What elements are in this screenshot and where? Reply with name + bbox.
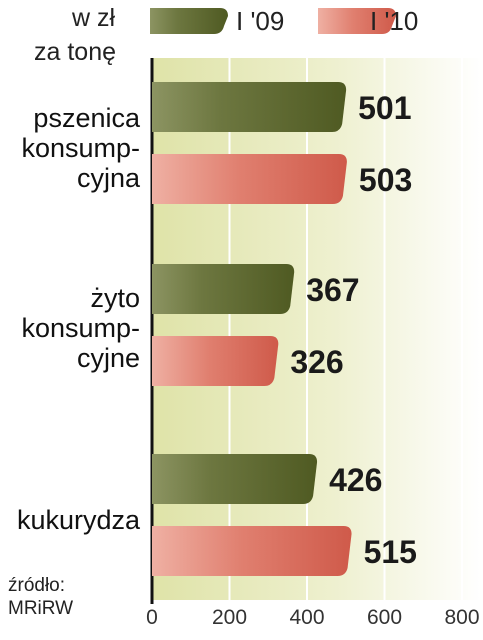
bar-2009 <box>152 82 347 132</box>
category-label-line: pszenica <box>33 103 140 133</box>
category-label: kukurydza <box>17 505 140 535</box>
source-note: źródło: MRiRW <box>8 574 73 620</box>
x-tick-label: 0 <box>146 606 158 629</box>
x-tick-label: 400 <box>289 606 325 629</box>
category-label: żyto konsump-cyjne <box>21 283 140 373</box>
category-label-line: konsump- <box>21 313 140 343</box>
data-label: 326 <box>290 344 343 380</box>
data-label: 501 <box>358 90 411 126</box>
legend-swatch-2009 <box>150 8 228 34</box>
x-tick-label: 600 <box>366 606 403 629</box>
data-label: 503 <box>359 162 412 198</box>
plot-background <box>152 58 482 600</box>
x-tick-label: 200 <box>211 606 248 629</box>
bar-2010 <box>152 526 352 576</box>
unit-label-line1: w zł <box>72 4 116 32</box>
category-label-line: konsump- <box>21 133 140 163</box>
legend-swatch-2010 <box>318 8 396 34</box>
category-label-line: żyto <box>90 283 140 313</box>
category-label-line: cyjne <box>76 343 140 373</box>
bar-2009 <box>152 454 318 504</box>
x-tick-label: 800 <box>444 606 480 629</box>
bar-2010 <box>152 154 347 204</box>
category-label: pszenica konsump-cyjna <box>21 103 140 193</box>
source-line2: MRiRW <box>8 598 74 619</box>
data-label: 426 <box>329 462 382 498</box>
legend-label: I '09 <box>236 6 285 36</box>
unit-label-line2: za tonę <box>34 38 117 66</box>
legend-label: I '10 <box>370 6 419 36</box>
source-line1: źródło: <box>8 575 66 596</box>
category-label-line: cyjna <box>76 163 140 193</box>
bar-2009 <box>152 264 295 314</box>
bar-2010 <box>152 336 279 386</box>
data-label: 367 <box>306 272 359 308</box>
data-label: 515 <box>364 534 417 570</box>
category-label-line: kukurydza <box>16 505 140 535</box>
